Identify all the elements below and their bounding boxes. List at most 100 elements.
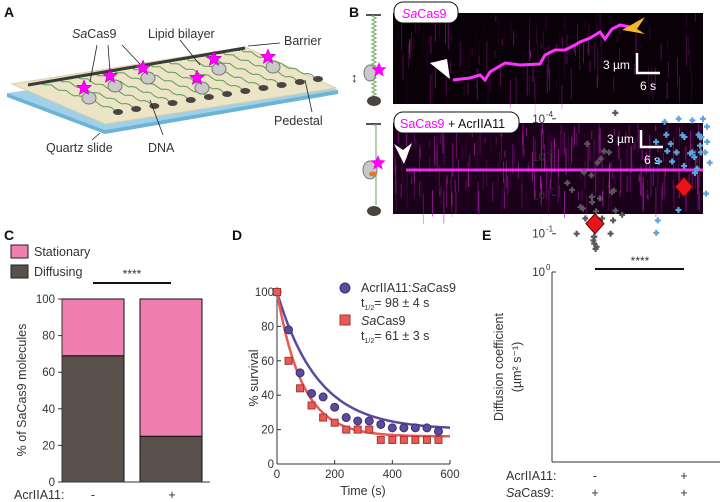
data-point-acr (295, 368, 305, 378)
data-point (588, 193, 595, 200)
sacas9-protein (211, 62, 227, 76)
kymograph-sacas9: SaCas9 3 µm 6 s (393, 1, 703, 115)
label-sacas9: SaCas9 (72, 27, 117, 41)
y-axis-unit: (µm² s⁻¹) (510, 342, 524, 393)
data-point (663, 131, 670, 138)
row-value: + (591, 486, 598, 500)
data-point-acr (376, 419, 386, 429)
sacas9-protein (194, 81, 210, 95)
legend-label-acr: AcrIIA11:SaCas9 (361, 281, 456, 295)
legend-annotation-acr: t1/2= 98 ± 4 s (361, 296, 429, 312)
data-point (619, 211, 626, 218)
legend-label-stationary: Stationary (34, 245, 91, 259)
label-barrier: Barrier (284, 34, 322, 48)
data-point (702, 190, 709, 197)
y-axis-label: % of SaCas9 molecules (15, 324, 29, 457)
label-dna: DNA (148, 141, 175, 155)
bar-stationary (61, 298, 125, 357)
y-tick-label: 80 (261, 321, 274, 333)
sacas9-protein (81, 91, 97, 105)
acriia11-molecule (369, 171, 377, 177)
data-point (667, 140, 674, 147)
y-axis-label: Diffusion coefficient (492, 313, 506, 421)
data-point (612, 207, 619, 214)
pedestal-top (367, 96, 381, 106)
data-point (599, 215, 606, 222)
data-point (704, 138, 711, 145)
data-point (687, 150, 694, 157)
lipid-bilayer (10, 46, 338, 125)
data-point-sacas9 (319, 413, 328, 422)
x-tick-label: 600 (440, 469, 459, 481)
data-point-acr (399, 423, 409, 433)
data-point (664, 148, 671, 155)
data-point-acr (341, 413, 351, 423)
data-point (593, 208, 600, 215)
data-point (580, 169, 587, 176)
data-point (607, 230, 614, 237)
data-point (673, 149, 680, 156)
data-point-sacas9 (422, 435, 431, 444)
significance-label: **** (123, 267, 142, 281)
panel-letter-b: B (349, 4, 359, 20)
y-tick-label: 80 (42, 331, 55, 343)
y-tick-label: 100 (255, 287, 274, 299)
label-lipid-bilayer: Lipid bilayer (148, 27, 215, 41)
category-label-plus: + (168, 488, 175, 502)
x-tick-label: 200 (325, 469, 344, 481)
sacas9-protein (107, 79, 123, 93)
scale-s: 6 s (644, 153, 660, 167)
star-icon (188, 69, 206, 86)
y-tick-exponent: 0 (546, 263, 551, 272)
legend-label-diffusing: Diffusing (34, 265, 82, 279)
star-icon (205, 50, 223, 67)
category-label-minus: - (91, 488, 95, 502)
start-arrowhead-icon (394, 143, 412, 164)
sacas9-molecules (75, 48, 281, 105)
pedestal (276, 82, 287, 88)
y-tick-exponent: -1 (546, 225, 554, 234)
tag-text: SaCas9 + AcrIIA11 (400, 117, 505, 131)
bar-diffusing (139, 435, 203, 483)
data-point-sacas9 (399, 435, 408, 444)
data-point-sacas9 (342, 425, 351, 434)
pedestal (222, 91, 233, 97)
label-pedestal: Pedestal (274, 114, 323, 128)
dna-strand (57, 78, 134, 109)
scale-bar (635, 53, 660, 75)
legend-marker-sacas9 (339, 314, 351, 326)
y-tick-exponent: -4 (546, 110, 554, 119)
legend-swatch-stationary (10, 244, 29, 259)
row-value: + (680, 469, 687, 483)
data-point-sacas9 (273, 288, 281, 296)
panel-letter-c: C (4, 227, 14, 243)
y-tick-label: 10 (532, 229, 545, 241)
dna-strand (39, 81, 116, 112)
star-icon (101, 67, 119, 84)
data-point (577, 203, 584, 210)
data-point (597, 155, 604, 162)
chart-c-stacked-bar: Stationary Diffusing **** 0 20 40 60 80 100 %… (10, 244, 210, 502)
mean-marker (674, 176, 694, 198)
data-point (573, 230, 580, 237)
data-point (691, 154, 698, 161)
data-point (699, 115, 706, 122)
row-value: - (593, 469, 597, 483)
y-tick-label: 10 (532, 190, 545, 202)
y-tick-label: 40 (42, 404, 55, 416)
scale-bar (639, 130, 663, 149)
data-point-acr (353, 416, 363, 426)
row-value: + (680, 486, 687, 500)
star-icon (75, 79, 93, 96)
kymograph-sacas9-acriia11: SaCas9 + AcrIIA11 3 µm 6 s (393, 111, 703, 227)
star-icon (370, 155, 386, 170)
star-icon (259, 48, 277, 65)
pedestal (149, 103, 160, 109)
panel-letter-e: E (482, 227, 491, 243)
data-point-sacas9 (330, 418, 339, 427)
panel-b-schematics: ↕ (351, 14, 387, 216)
pedestal (185, 97, 196, 103)
sacas9-protein (265, 60, 281, 74)
data-point-acr (433, 426, 443, 436)
